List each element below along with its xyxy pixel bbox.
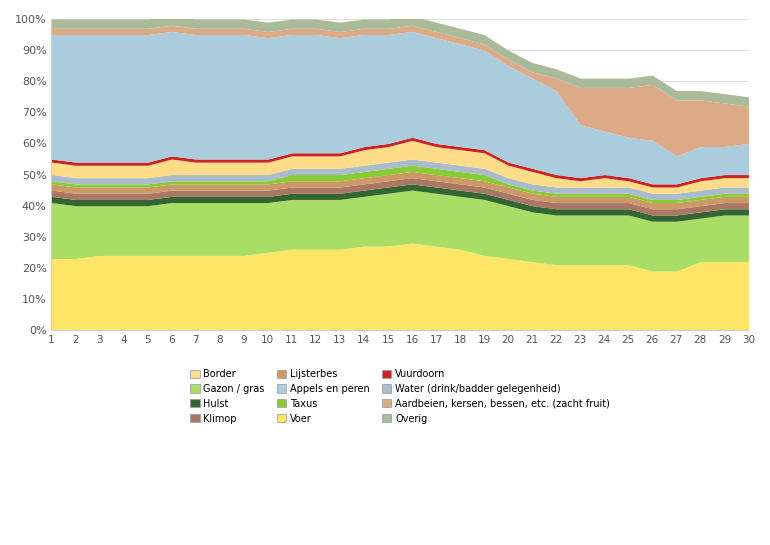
Legend: Border, Gazon / gras, Hulst, Klimop, Lijsterbes, Appels en peren, Taxus, Voer, V: Border, Gazon / gras, Hulst, Klimop, Lij… [187,366,613,427]
